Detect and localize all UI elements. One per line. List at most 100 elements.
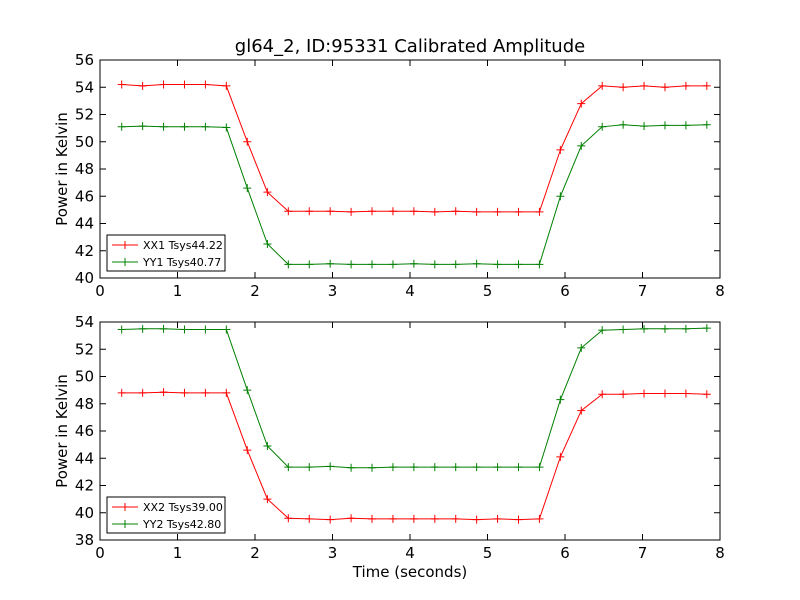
data-point <box>577 141 586 150</box>
x-tick-label: 3 <box>328 544 338 562</box>
data-point <box>222 123 231 132</box>
data-point <box>660 324 669 333</box>
data-point <box>326 515 335 524</box>
legend-marker <box>121 258 129 266</box>
x-tick-label: 2 <box>250 544 260 562</box>
data-point <box>556 192 565 201</box>
data-point <box>556 395 565 404</box>
data-point <box>388 260 397 269</box>
data-point <box>535 514 544 523</box>
data-point <box>347 463 356 472</box>
y-tick-label: 40 <box>75 269 94 287</box>
data-point <box>535 207 544 216</box>
y-tick-label: 46 <box>75 187 94 205</box>
bottom-plot-panel: 0 1 2 3 4 5 6 7 8 38 40 42 44 46 48 50 52 54 Power in Kelv… <box>53 313 725 562</box>
legend-box <box>106 234 226 272</box>
data-point <box>660 389 669 398</box>
y-tick-label: 46 <box>75 422 94 440</box>
data-point <box>117 80 126 89</box>
data-point <box>514 515 523 524</box>
data-point <box>180 122 189 131</box>
x-tick-label: 5 <box>483 544 493 562</box>
x-axis-label: Time (seconds) <box>352 563 468 581</box>
data-point <box>409 463 418 472</box>
x-tick-label: 2 <box>250 282 260 300</box>
data-point <box>451 207 460 216</box>
data-point <box>702 81 711 90</box>
data-point <box>305 514 314 523</box>
y-axis-label: Power in Kelvin <box>53 374 71 488</box>
data-point <box>159 324 168 333</box>
data-point <box>409 514 418 523</box>
data-point <box>681 81 690 90</box>
data-point <box>702 120 711 129</box>
y-tick-label: 50 <box>75 368 94 386</box>
data-point <box>243 446 252 455</box>
data-point <box>243 184 252 193</box>
plot-frame <box>99 59 721 279</box>
x-tick-label: 0 <box>95 282 105 300</box>
data-point <box>284 260 293 269</box>
x-tick-label: 8 <box>715 544 725 562</box>
data-point <box>159 388 168 397</box>
data-point <box>681 121 690 130</box>
data-point <box>493 260 502 269</box>
data-point <box>305 207 314 216</box>
data-point <box>222 325 231 334</box>
data-point <box>138 388 147 397</box>
y-tick-label: 38 <box>75 531 94 549</box>
y-tick-label: 52 <box>75 106 94 124</box>
data-point <box>577 343 586 352</box>
data-point <box>409 207 418 216</box>
x-tick-label: 1 <box>173 282 183 300</box>
data-point <box>640 122 649 131</box>
data-point <box>326 462 335 471</box>
data-point <box>263 239 272 248</box>
data-point <box>702 324 711 333</box>
data-point <box>117 122 126 131</box>
data-point <box>535 463 544 472</box>
data-point <box>640 324 649 333</box>
data-point <box>472 207 481 216</box>
data-point <box>201 388 210 397</box>
data-point <box>368 514 377 523</box>
data-point <box>577 99 586 108</box>
legend-marker <box>121 520 129 528</box>
series-line <box>121 327 707 469</box>
y-tick-label: 56 <box>75 51 94 69</box>
data-point <box>243 386 252 395</box>
x-tick-label: 3 <box>328 282 338 300</box>
data-point <box>368 260 377 269</box>
data-point <box>263 495 272 504</box>
x-tick-label: 4 <box>405 544 415 562</box>
data-point <box>305 463 314 472</box>
data-point <box>619 120 628 129</box>
data-point <box>472 259 481 268</box>
data-point <box>201 80 210 89</box>
data-point <box>222 388 231 397</box>
data-point <box>493 463 502 472</box>
data-point <box>347 207 356 216</box>
data-point <box>243 137 252 146</box>
data-point <box>263 188 272 197</box>
data-point <box>556 145 565 154</box>
series-line <box>121 84 707 213</box>
data-point <box>159 80 168 89</box>
data-point <box>702 390 711 399</box>
y-tick-label: 42 <box>75 477 94 495</box>
y-tick-label: 50 <box>75 133 94 151</box>
data-point <box>388 514 397 523</box>
legend-marker <box>121 241 129 249</box>
y-tick-label: 48 <box>75 160 94 178</box>
data-point <box>180 325 189 334</box>
data-point <box>388 463 397 472</box>
data-point <box>117 388 126 397</box>
data-point <box>263 441 272 450</box>
x-tick-label: 7 <box>638 544 648 562</box>
data-point <box>660 83 669 92</box>
legend-marker <box>121 503 129 511</box>
data-point <box>117 325 126 334</box>
data-point <box>430 463 439 472</box>
